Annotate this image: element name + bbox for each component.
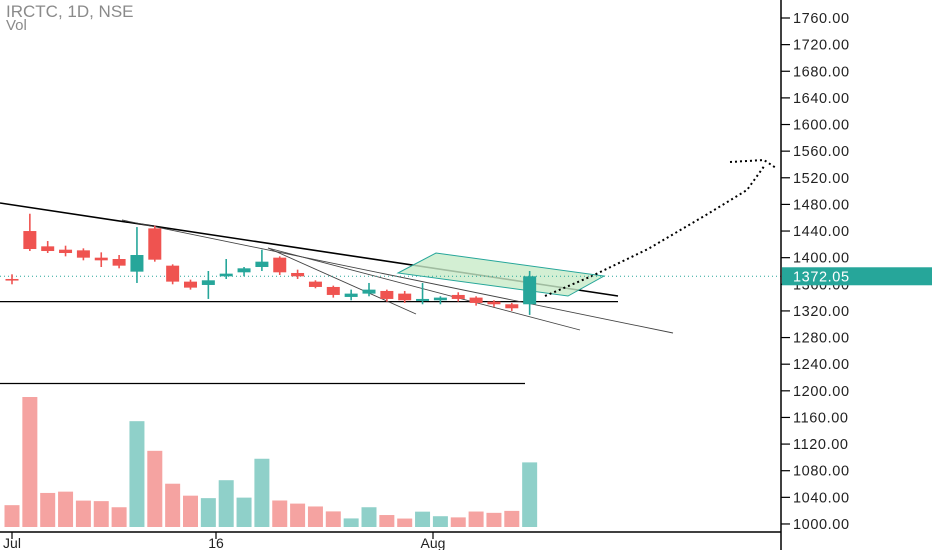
price-tick-label: 1760.00 xyxy=(793,11,850,27)
last-price-value: 1372.05 xyxy=(793,269,850,285)
price-tick-label: 1280.00 xyxy=(793,331,850,347)
price-tick-label: 1320.00 xyxy=(793,304,850,320)
price-tick-label: 1480.00 xyxy=(793,197,850,213)
volume-bar xyxy=(504,510,520,527)
channel-box xyxy=(396,252,606,297)
candle-body xyxy=(505,304,519,309)
candle-body xyxy=(59,249,73,254)
volume-bar xyxy=(522,462,538,527)
candle-body xyxy=(326,286,340,295)
candle-body xyxy=(416,298,430,301)
candle-body xyxy=(76,250,90,258)
candle-body xyxy=(237,268,251,273)
last-price-tag: 1372.05 xyxy=(782,267,932,286)
price-tick-label: 1200.00 xyxy=(793,384,850,400)
volume-bar xyxy=(93,501,109,527)
candle-body xyxy=(201,280,215,285)
volume-bar xyxy=(397,518,413,527)
volume-bar xyxy=(129,421,145,527)
volume-label: Vol xyxy=(6,17,27,34)
candle-body xyxy=(5,278,19,281)
volume-bars xyxy=(4,397,538,527)
candle-body xyxy=(166,265,180,282)
candle-body xyxy=(487,301,501,305)
price-tick-label: 1040.00 xyxy=(793,490,850,506)
time-tick-label: Jul xyxy=(3,535,21,550)
chart-title: IRCTC, 1D, NSE xyxy=(6,2,134,21)
volume-bar xyxy=(147,450,163,527)
volume-bar xyxy=(218,480,234,527)
price-tick-label: 1560.00 xyxy=(793,144,850,160)
trendline xyxy=(121,219,674,334)
volume-bar xyxy=(236,497,252,527)
price-tick-label: 1400.00 xyxy=(793,251,850,267)
time-axis: Jul 16 Aug xyxy=(3,532,446,551)
volume-bar xyxy=(58,491,74,527)
candle-body xyxy=(148,228,162,260)
volume-bar xyxy=(415,511,431,527)
volume-bar xyxy=(325,511,341,527)
time-tick-label: 16 xyxy=(208,535,224,550)
price-tick-label: 1000.00 xyxy=(793,517,850,533)
price-tick-label: 1680.00 xyxy=(793,64,850,80)
volume-bar xyxy=(183,495,198,527)
volume-bar xyxy=(361,507,377,527)
candle-body xyxy=(112,259,126,266)
volume-bar xyxy=(75,500,91,527)
volume-bar xyxy=(4,505,20,527)
candle-body xyxy=(380,290,394,299)
price-tick-label: 1640.00 xyxy=(793,91,850,107)
volume-bar xyxy=(379,515,395,527)
time-tick-label: Aug xyxy=(421,535,446,550)
candle-body xyxy=(94,257,108,261)
price-tick-label: 1600.00 xyxy=(793,118,850,134)
candle-body xyxy=(273,257,287,273)
price-tick-label: 1160.00 xyxy=(793,410,849,426)
candle-body xyxy=(184,281,197,288)
price-tick-label: 1240.00 xyxy=(793,357,850,373)
volume-bar xyxy=(40,492,56,527)
candles xyxy=(5,213,537,315)
volume-bar xyxy=(111,507,127,527)
candle-body xyxy=(41,246,55,252)
volume-bar xyxy=(165,483,181,527)
trend-lines xyxy=(0,202,674,334)
candle-body xyxy=(291,272,305,277)
projection-target-marker xyxy=(729,158,777,169)
volume-bar xyxy=(22,397,38,527)
candle-body xyxy=(451,294,465,299)
volume-bar xyxy=(272,500,288,527)
trendline xyxy=(267,247,581,331)
price-tick-label: 1120.00 xyxy=(793,437,849,453)
volume-bar xyxy=(343,518,359,527)
price-tick-label: 1720.00 xyxy=(793,38,850,54)
volume-bar xyxy=(450,517,466,527)
volume-bar xyxy=(254,458,270,527)
candle-body xyxy=(23,231,37,250)
volume-bar xyxy=(290,503,306,527)
candle-body xyxy=(433,297,447,301)
trendline xyxy=(267,247,417,315)
candle-body xyxy=(219,273,233,277)
candle-body xyxy=(344,293,358,297)
price-tick-label: 1520.00 xyxy=(793,171,850,187)
price-tick-label: 1080.00 xyxy=(793,464,850,480)
volume-bar xyxy=(486,512,502,527)
price-tick-label: 1440.00 xyxy=(793,224,850,240)
projection-path xyxy=(544,164,766,297)
candle-body xyxy=(130,255,144,272)
volume-bar xyxy=(200,498,216,527)
volume-bar xyxy=(432,516,448,527)
volume-bar xyxy=(307,506,323,527)
candle-body xyxy=(523,276,537,305)
candle-body xyxy=(255,261,269,267)
candle-body xyxy=(469,297,483,303)
candle-body xyxy=(362,289,376,294)
candle-body xyxy=(308,281,322,287)
candle-body xyxy=(398,293,412,301)
last-price-tag-bg xyxy=(782,267,932,286)
volume-bar xyxy=(468,511,484,527)
